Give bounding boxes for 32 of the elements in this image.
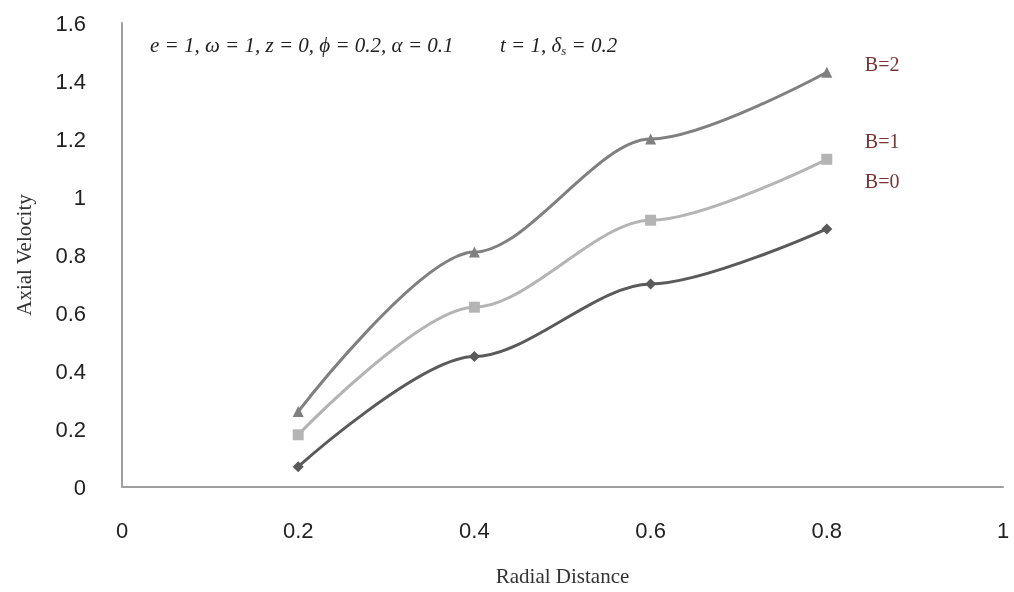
annotation: e = 1, ω = 1, z = 0, ϕ = 0.2, α = 0.1 [150,32,454,57]
x-tick-label: 0.4 [459,517,490,543]
x-axis-title: Radial Distance [495,563,630,588]
point [821,66,833,78]
y-tick-label: 1.2 [55,126,86,152]
point [645,214,657,226]
point [821,223,833,235]
y-tick-label: 0.2 [55,416,86,442]
point [468,301,480,313]
series-label: B=2 [864,53,900,76]
x-tick-label: 1 [996,517,1010,543]
x-tick-label: 0.2 [282,517,314,543]
y-tick-label: 1.4 [55,68,86,94]
text: B=0 [864,169,900,192]
y-tick-label: 1.6 [55,10,86,36]
y-tick-label: 0.8 [55,242,86,268]
point [468,351,480,362]
point [468,246,480,258]
point [292,429,304,441]
point [292,461,304,473]
y-tick-label: 0 [73,474,86,500]
y-tick-label: 1 [73,184,86,210]
point [645,133,657,145]
x-tick-label: 0.8 [811,517,843,543]
series-label: B=1 [864,130,900,153]
point [292,406,304,418]
x-tick-label: 0.6 [635,517,666,543]
y-axis-title: Axial Velocity [11,193,36,316]
y-tick-label: 0.4 [55,358,86,384]
y-tick-label: 0.6 [55,300,86,326]
x-tick-label: 0 [115,517,129,543]
point [821,153,833,165]
